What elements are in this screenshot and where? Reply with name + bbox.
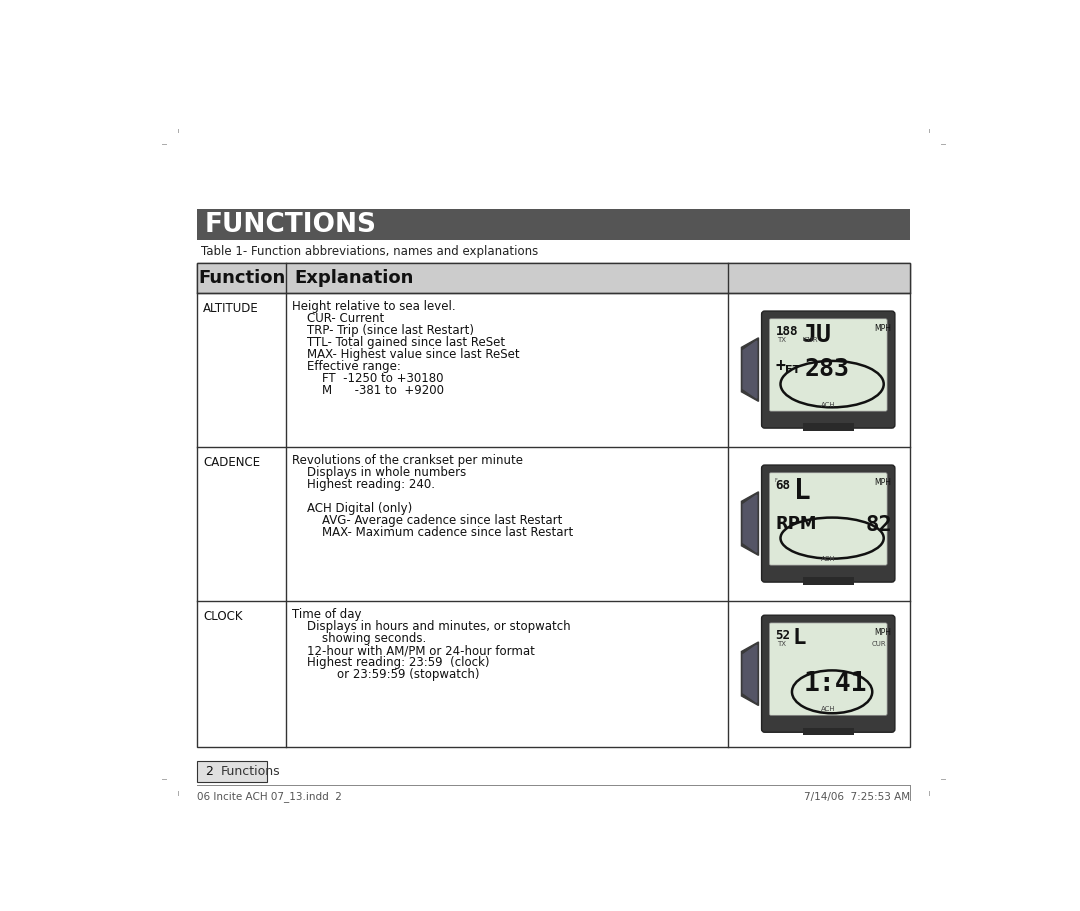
FancyBboxPatch shape xyxy=(769,473,887,565)
Text: L: L xyxy=(793,628,806,648)
Bar xyxy=(197,263,910,292)
Text: 12-hour with AM/PM or 24-hour format: 12-hour with AM/PM or 24-hour format xyxy=(293,644,536,657)
Bar xyxy=(802,578,853,585)
Text: M      -381 to  +9200: M -381 to +9200 xyxy=(293,384,444,397)
Text: showing seconds.: showing seconds. xyxy=(293,632,427,645)
Bar xyxy=(802,424,853,431)
FancyBboxPatch shape xyxy=(761,615,895,732)
Text: Displays in whole numbers: Displays in whole numbers xyxy=(293,466,467,479)
Text: Displays in hours and minutes, or stopwatch: Displays in hours and minutes, or stopwa… xyxy=(293,620,571,633)
Text: ACH: ACH xyxy=(821,706,836,712)
Polygon shape xyxy=(743,341,757,398)
Bar xyxy=(197,210,910,241)
Text: AVG- Average cadence since last Restart: AVG- Average cadence since last Restart xyxy=(293,514,563,527)
Text: F: F xyxy=(774,478,778,483)
Text: RPM: RPM xyxy=(775,515,816,533)
FancyBboxPatch shape xyxy=(761,465,895,582)
Text: CLOCK: CLOCK xyxy=(203,609,243,623)
Bar xyxy=(197,761,267,783)
Text: TRP- Trip (since last Restart): TRP- Trip (since last Restart) xyxy=(293,324,474,337)
Text: ALTITUDE: ALTITUDE xyxy=(203,302,259,315)
Text: CUR- Current: CUR- Current xyxy=(293,312,384,325)
Text: 06 Incite ACH 07_13.indd  2: 06 Incite ACH 07_13.indd 2 xyxy=(197,792,342,803)
Text: 82: 82 xyxy=(865,515,892,535)
Text: Revolutions of the crankset per minute: Revolutions of the crankset per minute xyxy=(293,455,524,467)
Text: Functions: Functions xyxy=(220,765,280,778)
Text: or 23:59:59 (stopwatch): or 23:59:59 (stopwatch) xyxy=(293,668,480,681)
Text: TX: TX xyxy=(778,337,786,343)
Polygon shape xyxy=(743,645,757,702)
Text: 7/14/06  7:25:53 AM: 7/14/06 7:25:53 AM xyxy=(804,792,910,802)
Text: CADENCE: CADENCE xyxy=(203,456,260,469)
Text: Height relative to sea level.: Height relative to sea level. xyxy=(293,301,456,313)
Text: Function: Function xyxy=(198,269,285,287)
Text: 52: 52 xyxy=(775,630,791,642)
Text: ACH: ACH xyxy=(821,556,836,562)
Text: MAX- Highest value since last ReSet: MAX- Highest value since last ReSet xyxy=(293,348,519,361)
Text: ACH Digital (only): ACH Digital (only) xyxy=(293,502,413,515)
Text: TX: TX xyxy=(778,641,786,648)
Text: Time of day: Time of day xyxy=(293,609,362,621)
FancyBboxPatch shape xyxy=(769,623,887,715)
Text: 188: 188 xyxy=(775,325,798,338)
Polygon shape xyxy=(742,642,758,705)
FancyBboxPatch shape xyxy=(761,311,895,428)
Text: Explanation: Explanation xyxy=(294,269,414,287)
Text: TTL- Total gained since last ReSet: TTL- Total gained since last ReSet xyxy=(293,336,505,349)
Text: +: + xyxy=(775,357,785,375)
Text: L: L xyxy=(794,477,811,506)
Polygon shape xyxy=(742,338,758,402)
Text: 283: 283 xyxy=(805,357,850,382)
Text: Highest reading: 23:59  (clock): Highest reading: 23:59 (clock) xyxy=(293,656,490,669)
Text: ACH: ACH xyxy=(821,402,836,408)
Text: 2: 2 xyxy=(205,765,213,778)
FancyBboxPatch shape xyxy=(769,319,887,411)
Text: FUNCTIONS: FUNCTIONS xyxy=(205,212,377,238)
Polygon shape xyxy=(742,492,758,556)
Text: MPH: MPH xyxy=(875,324,892,333)
Text: 68: 68 xyxy=(775,479,791,492)
Text: CUR: CUR xyxy=(872,641,887,648)
Text: CUR: CUR xyxy=(804,337,818,343)
Polygon shape xyxy=(743,495,757,552)
Text: Table 1- Function abbreviations, names and explanations: Table 1- Function abbreviations, names a… xyxy=(201,244,538,258)
Text: MAX- Maximum cadence since last Restart: MAX- Maximum cadence since last Restart xyxy=(293,526,573,539)
Text: JU: JU xyxy=(801,323,832,347)
Text: FT  -1250 to +30180: FT -1250 to +30180 xyxy=(293,372,444,384)
Text: MPH: MPH xyxy=(875,629,892,638)
Bar xyxy=(802,728,853,735)
Text: Highest reading: 240.: Highest reading: 240. xyxy=(293,478,435,491)
Text: FT: FT xyxy=(785,365,800,375)
Text: 1:41: 1:41 xyxy=(804,670,867,697)
Text: MPH: MPH xyxy=(875,478,892,487)
Bar xyxy=(197,263,910,747)
Text: Effective range:: Effective range: xyxy=(293,360,401,373)
